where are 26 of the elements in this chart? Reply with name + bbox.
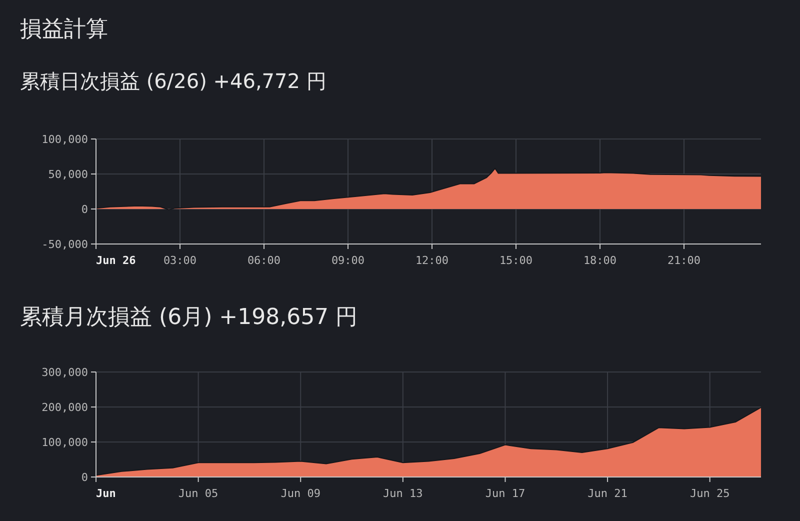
x-tick-label: 21:00 — [667, 254, 701, 267]
x-tick-label: Jun 17 — [485, 487, 526, 500]
x-tick-label: Jun — [96, 487, 116, 500]
chart-title: 損益計算 — [20, 17, 108, 42]
y-tick-label: 0 — [81, 470, 88, 484]
x-tick-label: Jun 09 — [280, 487, 320, 500]
x-tick-label: Jun 25 — [690, 487, 730, 500]
chart-subtitle: 累積日次損益 (6/26) +46,772 円 — [20, 69, 326, 93]
chart-title: 累積月次損益 (6月) +198,657 円 — [20, 305, 358, 330]
x-tick-label: 06:00 — [247, 254, 281, 267]
y-tick-label: 200,000 — [42, 400, 88, 414]
x-tick-label: Jun 26 — [96, 254, 136, 267]
y-tick-label: 100,000 — [42, 132, 88, 146]
y-tick-label: 300,000 — [42, 366, 88, 379]
y-tick-label: 100,000 — [42, 436, 88, 449]
x-tick-label: Jun 21 — [588, 487, 628, 500]
y-tick-label: 0 — [81, 202, 88, 216]
y-tick-label: -50,000 — [42, 238, 88, 251]
x-tick-label: Jun 05 — [178, 487, 218, 500]
x-tick-label: 12:00 — [415, 254, 449, 267]
x-tick-label: 15:00 — [499, 254, 533, 267]
x-tick-label: 09:00 — [331, 254, 365, 267]
x-tick-label: Jun 13 — [383, 487, 423, 500]
y-tick-label: 50,000 — [48, 168, 88, 181]
x-tick-label: 03:00 — [163, 254, 197, 267]
x-tick-label: 18:00 — [583, 254, 617, 267]
